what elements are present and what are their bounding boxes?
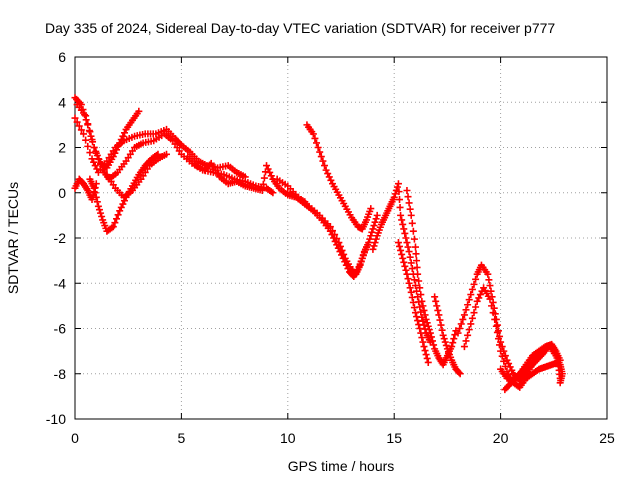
series-track-k [369,180,434,346]
y-tick-label: -10 [46,411,66,427]
point-markers [403,186,460,369]
y-tick-label: -2 [54,230,67,246]
point-markers [71,114,249,181]
point-markers [460,284,564,391]
point-markers [454,261,549,385]
series-track-r [497,340,564,385]
y-tick-label: 0 [58,185,66,201]
chart-title: Day 335 of 2024, Sidereal Day-to-day VTE… [45,20,555,36]
grid-lines [75,57,607,419]
y-tick-label: -8 [54,366,67,382]
y-tick-label: -4 [54,275,67,291]
series-track-f [103,150,171,201]
series-track-j [303,121,375,233]
point-markers [73,101,277,197]
point-markers [369,180,434,346]
point-markers [103,150,171,201]
point-markers [497,340,564,385]
point-markers [284,189,371,280]
series-track-n [431,293,464,378]
axis-ticks: 0 5 10 15 20 25 -10 -8 -6 -4 -2 0 2 4 6 [46,49,615,446]
y-tick-label: 2 [58,140,66,156]
point-markers [71,175,100,204]
y-tick-label: -6 [54,321,67,337]
series-track-p [460,284,564,391]
point-markers [394,239,432,366]
point-markers [431,293,464,378]
x-tick-label: 25 [599,430,615,446]
y-tick-label: 6 [58,49,66,65]
y-tick-label: 4 [58,94,66,110]
x-tick-label: 10 [280,430,296,446]
x-tick-label: 0 [71,430,79,446]
series-track-l [403,186,460,369]
series-track-m [394,239,432,366]
x-tick-label: 15 [386,430,402,446]
y-axis-label: SDTVAR / TECUs [5,182,21,294]
series-track-o [454,261,549,385]
x-tick-label: 20 [493,430,509,446]
point-markers [303,121,375,233]
x-tick-label: 5 [178,430,186,446]
data-points [71,94,566,394]
series-track-i [284,189,371,280]
x-axis-label: GPS time / hours [288,458,395,474]
series-track-b [71,114,249,181]
series-track-c [73,101,277,197]
series-track-e [71,175,100,204]
